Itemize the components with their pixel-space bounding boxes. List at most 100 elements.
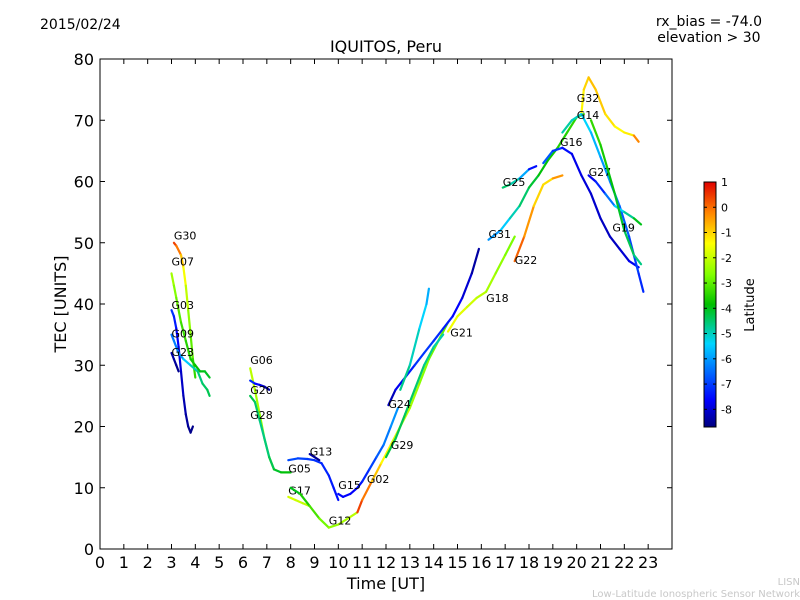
- series-g17: G17: [287, 485, 311, 508]
- series-segment: [196, 370, 204, 385]
- x-tick-label: 23: [638, 553, 658, 572]
- y-tick-label: 40: [74, 295, 94, 314]
- series-segment: [594, 88, 607, 116]
- series-segment: [296, 457, 309, 461]
- series-segment: [337, 517, 349, 526]
- series-segment: [370, 462, 383, 483]
- satellite-label: G20: [250, 384, 273, 397]
- series-segment: [175, 364, 180, 373]
- series-g22: G22: [513, 174, 564, 267]
- series-g19: G19: [589, 119, 643, 266]
- x-tick-label: 5: [214, 553, 224, 572]
- x-tick-label: 3: [166, 553, 176, 572]
- series-g32: G32: [577, 76, 640, 143]
- series-segment: [349, 486, 359, 495]
- series-segment: [313, 459, 323, 465]
- series-segment: [570, 152, 583, 177]
- satellite-label: G15: [338, 479, 361, 492]
- colorbar-tick-label: -2: [721, 252, 732, 265]
- series-segment: [342, 492, 352, 498]
- series-segment: [179, 370, 185, 397]
- satellite-label: G28: [250, 409, 273, 422]
- series-segment: [408, 327, 421, 367]
- y-tick-label: 50: [74, 234, 94, 253]
- series-segment: [253, 388, 261, 416]
- series-segment: [182, 358, 192, 367]
- series-segment: [423, 339, 435, 355]
- satellite-label: G21: [450, 327, 473, 340]
- series-g31: G31: [487, 112, 585, 241]
- series-segment: [599, 143, 609, 171]
- series-segment: [632, 134, 640, 143]
- series-segment: [504, 235, 516, 257]
- series-g15: G15: [337, 407, 399, 498]
- satellite-label: G18: [486, 292, 509, 305]
- series-segment: [413, 364, 426, 391]
- satellite-label: G29: [391, 439, 414, 452]
- satellite-label: G02: [367, 473, 390, 486]
- series-segment: [432, 333, 445, 348]
- series-segment: [556, 131, 569, 149]
- series-segment: [308, 505, 321, 520]
- series-segment: [413, 351, 426, 367]
- satellite-label: G07: [172, 255, 195, 268]
- series-g28: G28: [249, 394, 292, 474]
- colorbar: [703, 181, 717, 428]
- series-segment: [201, 382, 209, 391]
- x-tick-label: 9: [309, 553, 319, 572]
- series-segment: [580, 174, 593, 195]
- credit-short: LISN: [777, 577, 800, 588]
- satellite-label: G14: [577, 109, 600, 122]
- series-segment: [175, 327, 180, 348]
- credit-long: Low-Latitude Ionospheric Sensor Network: [592, 589, 800, 600]
- series-segment: [582, 76, 590, 91]
- rx-bias-text: rx_bias = -74.0: [655, 14, 762, 30]
- series-segment: [501, 183, 511, 189]
- series-g03: G03: [170, 299, 194, 434]
- series-segment: [189, 333, 194, 361]
- colorbar-tick-label: -7: [721, 378, 732, 391]
- y-tick-label: 60: [74, 173, 94, 192]
- series-segment: [318, 517, 330, 529]
- x-tick-label: 4: [190, 553, 200, 572]
- series-segment: [294, 498, 304, 505]
- series-g07: G07: [170, 255, 211, 379]
- series-segment: [461, 272, 473, 299]
- series-segment: [594, 180, 607, 195]
- series-segment: [332, 486, 340, 502]
- series-segment: [384, 437, 397, 459]
- receiver-info: rx_bias = -74.0 elevation > 30: [656, 14, 762, 46]
- y-tick-label: 30: [74, 356, 94, 375]
- series-g14: G14: [561, 109, 645, 293]
- series-segment: [389, 407, 399, 428]
- colorbar-label: Latitude: [743, 278, 758, 332]
- series-segment: [268, 456, 276, 471]
- series-segment: [263, 385, 271, 391]
- series-segment: [346, 511, 359, 520]
- series-layer: G30 G07 G03 G09 G23 G06 G20 G28 G05 G13 G17 G15 G12 G…: [170, 76, 645, 529]
- x-tick-label: 13: [400, 553, 420, 572]
- series-segment: [589, 192, 602, 220]
- colorbar-tick-label: -4: [721, 302, 732, 315]
- series-segment: [179, 321, 187, 342]
- colorbar-tick-label: -6: [721, 353, 732, 366]
- series-segment: [606, 168, 616, 195]
- satellite-label: G13: [310, 445, 333, 458]
- colorbar-ticks: 1 0 -1 -2 -3 -4 -5 -6 -7 -8: [704, 176, 732, 416]
- series-segment: [172, 358, 178, 367]
- series-segment: [451, 296, 464, 318]
- series-segment: [551, 146, 564, 152]
- series-segment: [470, 247, 480, 275]
- axes-layer: 0 1 2 3 4 5 6 7 8 9 10 11 12 13 14 15 16 17 18 19 20 21 22 2301…: [74, 50, 672, 572]
- satellite-label: G16: [560, 136, 583, 149]
- series-segment: [187, 309, 192, 336]
- x-tick-label: 8: [286, 553, 296, 572]
- series-segment: [599, 217, 612, 238]
- series-segment: [623, 211, 636, 220]
- series-segment: [361, 480, 373, 502]
- series-segment: [203, 370, 211, 379]
- series-segment: [189, 358, 197, 367]
- series-segment: [387, 388, 397, 407]
- series-g13: G13: [308, 445, 333, 462]
